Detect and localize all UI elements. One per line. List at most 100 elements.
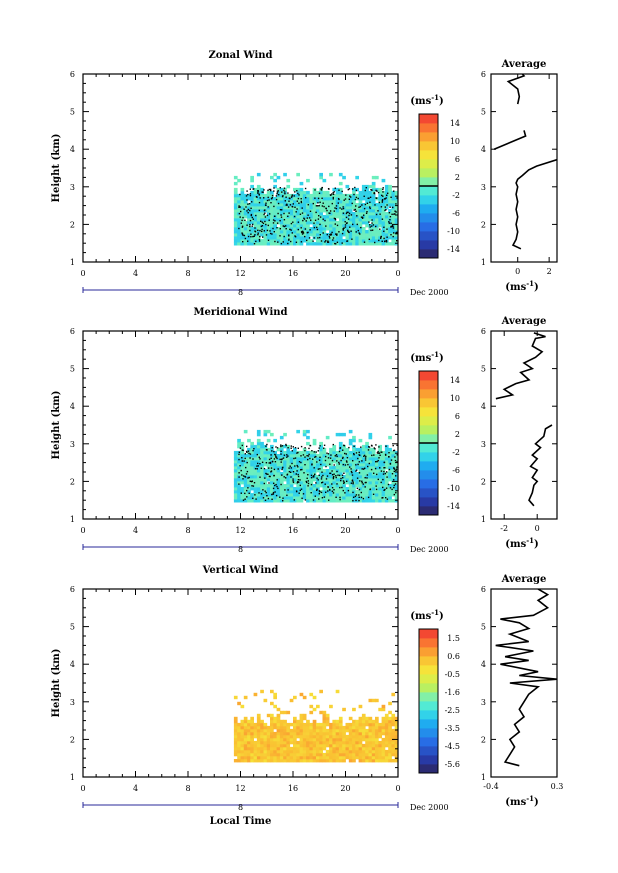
heatmap-cell xyxy=(283,239,287,243)
contour-mark xyxy=(297,473,299,476)
heatmap-cell xyxy=(355,737,359,742)
heatmap-cell xyxy=(270,701,274,706)
heatmap-cell xyxy=(237,499,241,503)
heatmap-cell xyxy=(302,190,307,195)
contour-mark xyxy=(254,227,256,229)
heatmap-cell xyxy=(289,200,294,204)
contour-mark xyxy=(304,447,306,449)
heatmap-cell xyxy=(391,746,396,751)
heatmap-cell xyxy=(286,749,291,754)
contour-mark xyxy=(362,483,364,485)
heatmap-cell xyxy=(368,716,373,721)
contour-mark xyxy=(373,454,375,456)
heatmap-cell xyxy=(378,206,382,210)
heatmap-cell xyxy=(325,481,330,485)
contour-mark xyxy=(280,216,283,218)
heatmap-cell xyxy=(391,493,396,497)
contour-mark xyxy=(382,486,384,489)
colorbar-tick-label: -6 xyxy=(452,209,460,218)
heatmap-cell xyxy=(256,746,261,751)
heatmap-cell xyxy=(299,755,304,760)
heatmap-cell xyxy=(293,716,297,721)
heatmap-cell xyxy=(319,759,323,763)
heatmap-cell xyxy=(358,740,363,745)
y-tick-label: 3 xyxy=(70,183,75,192)
contour-mark xyxy=(272,222,275,224)
heatmap-cell xyxy=(279,484,284,488)
heatmap-cell xyxy=(394,454,399,458)
heatmap-cell xyxy=(332,759,337,763)
heatmap-cell xyxy=(289,746,294,751)
heatmap-cell xyxy=(270,230,274,234)
contour-mark xyxy=(302,219,304,222)
heatmap-cell xyxy=(368,190,373,195)
contour-mark xyxy=(270,467,273,469)
heatmap-cell xyxy=(316,460,320,464)
heatmap-cell xyxy=(371,242,376,246)
contour-mark xyxy=(329,489,331,491)
heatmap-cell xyxy=(237,496,241,500)
heatmap-cell xyxy=(233,737,238,742)
heatmap-cell xyxy=(306,755,310,760)
contour-mark xyxy=(244,498,246,500)
contour-mark xyxy=(349,226,351,228)
colorbar-band xyxy=(419,380,438,390)
heatmap-cell xyxy=(240,242,245,246)
average-y-tick-label: 4 xyxy=(481,145,486,154)
heatmap-cell xyxy=(368,749,373,754)
x-tick-label: 12 xyxy=(235,526,245,535)
heatmap-cell xyxy=(270,499,274,503)
contour-mark xyxy=(334,242,336,245)
heatmap-cell xyxy=(256,233,261,237)
contour-mark xyxy=(308,453,310,456)
contour-mark xyxy=(304,235,306,238)
heatmap-cell xyxy=(240,704,245,709)
heatmap-cell xyxy=(325,460,330,464)
contour-mark xyxy=(345,453,347,455)
heatmap-cell xyxy=(273,230,277,234)
heatmap-cell xyxy=(276,209,281,213)
heatmap-cell xyxy=(247,230,251,234)
heatmap-cell xyxy=(342,457,346,461)
heatmap-cell xyxy=(240,734,245,739)
heatmap-cell xyxy=(276,187,281,192)
heatmap-cell xyxy=(296,731,300,736)
heatmap-cell xyxy=(348,484,353,488)
contour-mark xyxy=(314,189,316,191)
heatmap-cell xyxy=(375,731,379,736)
contour-mark xyxy=(393,484,395,487)
contour-mark xyxy=(300,445,303,448)
contour-mark xyxy=(288,212,290,214)
contour-mark xyxy=(376,473,378,476)
contour-mark xyxy=(357,229,359,232)
heatmap-cell xyxy=(240,441,245,446)
contour-mark xyxy=(363,454,366,457)
heatmap-cell xyxy=(302,236,307,240)
x-tick-label: 0 xyxy=(395,526,400,535)
heatmap-cell xyxy=(355,496,359,500)
heatmap-cell xyxy=(273,692,277,697)
contour-mark xyxy=(310,492,312,494)
heatmap-cell xyxy=(332,193,337,198)
heatmap-cell xyxy=(250,218,254,222)
heatmap-cell xyxy=(260,734,264,739)
heatmap-cell xyxy=(394,457,399,461)
heatmap-cell xyxy=(368,722,373,727)
contour-mark xyxy=(262,222,265,224)
heatmap-cell xyxy=(286,752,291,757)
heatmap-cell xyxy=(306,215,310,219)
heatmap-cell xyxy=(247,499,251,503)
contour-mark xyxy=(379,454,381,456)
contour-mark xyxy=(367,449,370,451)
contour-mark xyxy=(260,493,263,495)
heatmap-cell xyxy=(286,469,291,473)
contour-mark xyxy=(375,225,377,228)
contour-mark xyxy=(331,459,334,462)
heatmap-cell xyxy=(368,212,373,216)
contour-mark xyxy=(374,448,376,450)
contour-mark xyxy=(351,480,354,482)
heatmap-cell xyxy=(289,242,294,246)
contour-mark xyxy=(366,477,368,479)
heatmap-cell xyxy=(348,469,353,473)
chart-title: Meridional Wind xyxy=(193,307,287,318)
